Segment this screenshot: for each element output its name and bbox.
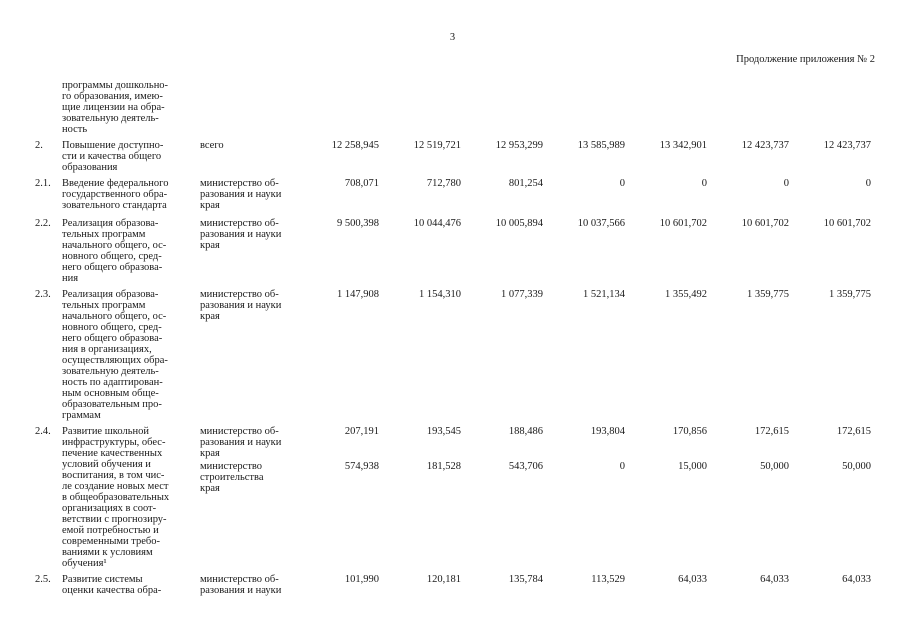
value-cell: 170,856 — [672, 426, 707, 437]
table-subrow: всего 12 258,945 12 519,721 12 953,299 1… — [200, 140, 880, 151]
row-body: министерство об- разования и науки 101,9… — [200, 574, 880, 598]
value-cell: 193,804 — [590, 426, 625, 437]
value-cell: 574,938 — [344, 461, 379, 472]
value-cell: 1 355,492 — [665, 289, 707, 300]
value-cell: 10 601,702 — [823, 218, 871, 229]
value-cell: 10 044,476 — [413, 218, 461, 229]
value-cell: 101,990 — [344, 574, 379, 585]
value-cell: 10 005,894 — [495, 218, 543, 229]
value-cell: 13 585,989 — [577, 140, 625, 151]
row-body: министерство об- разования и науки края … — [200, 289, 880, 324]
executor: министерство об- разования и науки края — [200, 289, 282, 322]
table-row: 2. Повышение доступно- сти и качества об… — [35, 140, 880, 173]
value-cell: 135,784 — [508, 574, 543, 585]
table-row: 2.4. Развитие школьной инфраструктуры, о… — [35, 426, 880, 569]
program-name: Развитие школьной инфраструктуры, обес- … — [62, 426, 170, 569]
page-number: 3 — [449, 32, 456, 43]
value-cell: 1 521,134 — [583, 289, 625, 300]
program-name: Повышение доступно- сти и качества общег… — [62, 140, 164, 173]
program-name: Реализация образова- тельных программ на… — [62, 289, 168, 421]
value-cell: 64,033 — [678, 574, 707, 585]
value-cell: 12 519,721 — [413, 140, 461, 151]
value-cell: 9 500,398 — [337, 218, 379, 229]
value-cell: 0 — [619, 178, 625, 189]
value-cell: 172,615 — [836, 426, 871, 437]
value-cell: 0 — [619, 461, 625, 472]
program-name: Реализация образова- тельных программ на… — [62, 218, 167, 284]
value-cell: 543,706 — [508, 461, 543, 472]
table-row: 2.2. Реализация образова- тельных програ… — [35, 218, 880, 284]
program-name: Введение федерального государственного о… — [62, 178, 169, 211]
table-subrow: министерство об- разования и науки края … — [200, 426, 880, 459]
executor: всего — [200, 140, 224, 151]
value-cell: 0 — [783, 178, 789, 189]
row-index: 2.2. — [35, 218, 51, 229]
program-name: Развитие системы оценки качества обра- — [62, 574, 162, 596]
value-cell: 0 — [865, 178, 871, 189]
executor: министерство об- разования и науки края — [200, 426, 282, 459]
budget-table: программы дошкольно- го образования, име… — [35, 80, 880, 603]
value-cell: 708,071 — [344, 178, 379, 189]
table-row: 2.3. Реализация образова- тельных програ… — [35, 289, 880, 421]
row-body: министерство об- разования и науки края … — [200, 426, 880, 496]
value-cell: 172,615 — [754, 426, 789, 437]
value-cell: 64,033 — [842, 574, 871, 585]
row-body: министерство об- разования и науки края … — [200, 218, 880, 253]
value-cell: 1 359,775 — [747, 289, 789, 300]
value-cell: 50,000 — [760, 461, 789, 472]
row-index: 2.3. — [35, 289, 51, 300]
table-subrow: министерство об- разования и науки края … — [200, 289, 880, 322]
value-cell: 12 423,737 — [823, 140, 871, 151]
value-cell: 12 953,299 — [495, 140, 543, 151]
row-index: 2.4. — [35, 426, 51, 437]
table-subrow: министерство об- разования и науки края … — [200, 218, 880, 251]
table-row: 2.5. Развитие системы оценки качества об… — [35, 574, 880, 598]
executor: министерство строительства края — [200, 461, 264, 494]
executor: министерство об- разования и науки — [200, 574, 282, 596]
value-cell: 12 258,945 — [331, 140, 379, 151]
value-cell: 10 037,566 — [577, 218, 625, 229]
program-name: программы дошкольно- го образования, име… — [62, 80, 169, 135]
value-cell: 10 601,702 — [659, 218, 707, 229]
value-cell: 64,033 — [760, 574, 789, 585]
value-cell: 15,000 — [678, 461, 707, 472]
row-body: министерство об- разования и науки края … — [200, 178, 880, 213]
row-body: всего 12 258,945 12 519,721 12 953,299 1… — [200, 140, 880, 153]
value-cell: 1 077,339 — [501, 289, 543, 300]
value-cell: 712,780 — [426, 178, 461, 189]
table-subrow: министерство об- разования и науки 101,9… — [200, 574, 880, 596]
value-cell: 113,529 — [591, 574, 625, 585]
value-cell: 181,528 — [426, 461, 461, 472]
table-subrow: министерство строительства края 574,938 … — [200, 461, 880, 494]
table-subrow: министерство об- разования и науки края … — [200, 178, 880, 211]
executor: министерство об- разования и науки края — [200, 178, 282, 211]
value-cell: 0 — [701, 178, 707, 189]
value-cell: 207,191 — [344, 426, 379, 437]
value-cell: 193,545 — [426, 426, 461, 437]
value-cell: 188,486 — [508, 426, 543, 437]
table-row: 2.1. Введение федерального государственн… — [35, 178, 880, 213]
continuation-note: Продолжение приложения № 2 — [736, 54, 875, 65]
row-index: 2.5. — [35, 574, 51, 585]
value-cell: 801,254 — [508, 178, 543, 189]
row-index: 2.1. — [35, 178, 51, 189]
row-index: 2. — [35, 140, 43, 151]
table-row: программы дошкольно- го образования, име… — [35, 80, 880, 135]
value-cell: 10 601,702 — [741, 218, 789, 229]
value-cell: 13 342,901 — [659, 140, 707, 151]
value-cell: 12 423,737 — [741, 140, 789, 151]
value-cell: 1 359,775 — [829, 289, 871, 300]
value-cell: 50,000 — [842, 461, 871, 472]
value-cell: 120,181 — [426, 574, 461, 585]
executor: министерство об- разования и науки края — [200, 218, 282, 251]
value-cell: 1 154,310 — [419, 289, 461, 300]
value-cell: 1 147,908 — [337, 289, 379, 300]
